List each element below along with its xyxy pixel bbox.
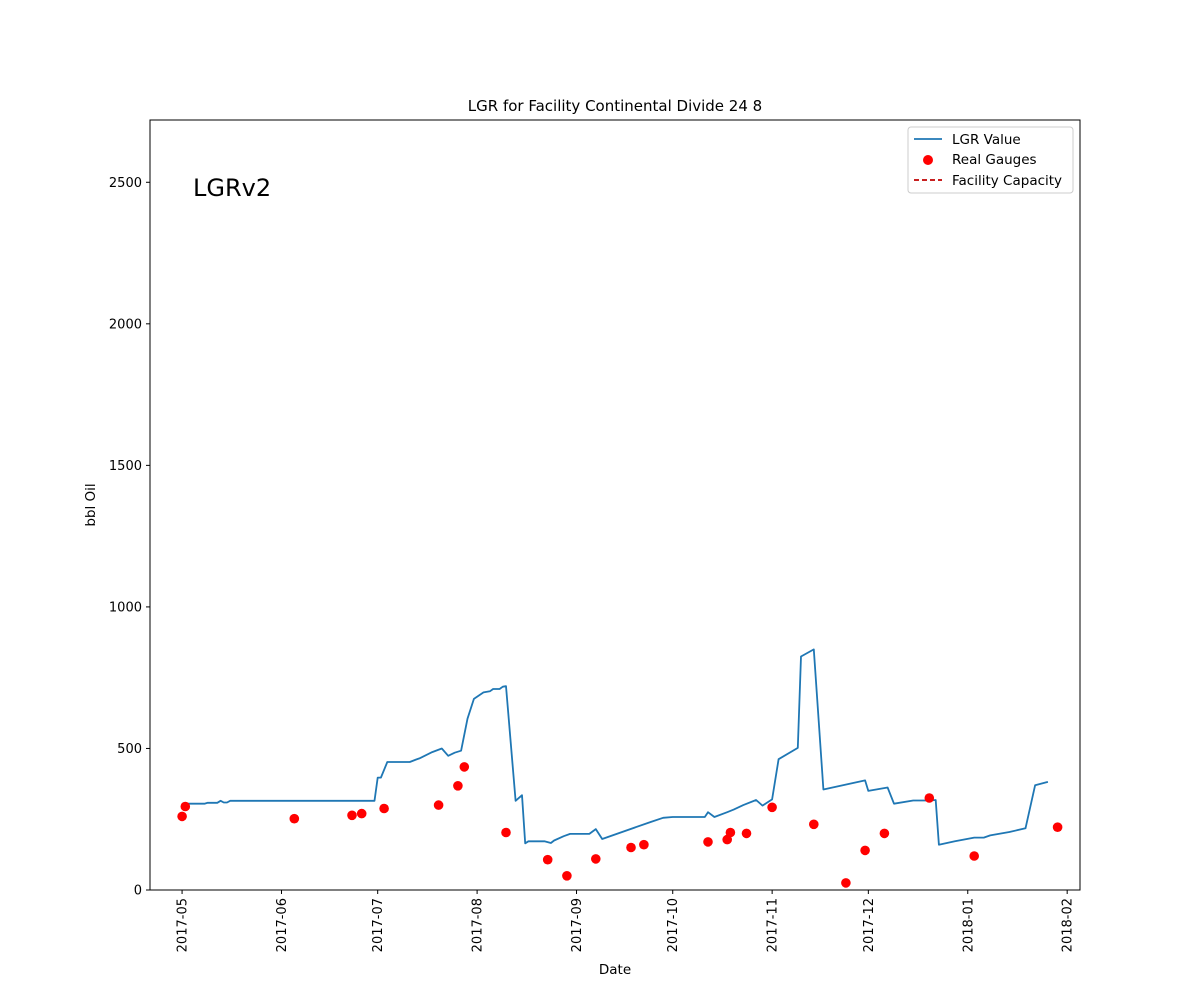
plot-content xyxy=(177,648,1063,888)
chart-title: LGR for Facility Continental Divide 24 8 xyxy=(468,97,762,115)
x-axis-ticks: 2017-05 2017-06 2017-07 2017-08 2017-09 2017-… xyxy=(176,890,1076,952)
real-gauge-point xyxy=(347,810,357,821)
real-gauge-point xyxy=(453,781,463,791)
real-gauge-point xyxy=(459,762,470,772)
legend-facility-capacity-label: Facility Capacity xyxy=(952,173,1062,189)
real-gauge-point xyxy=(591,854,601,864)
real-gauge-point xyxy=(741,828,752,839)
real-gauge-point xyxy=(433,800,444,810)
plot-frame xyxy=(149,119,1081,891)
real-gauge-point xyxy=(924,793,935,803)
real-gauge-point xyxy=(501,827,511,838)
real-gauges-points xyxy=(177,762,1063,888)
real-gauge-point xyxy=(562,871,572,881)
y-tick-label: 2000 xyxy=(109,317,142,332)
y-tick-label: 1500 xyxy=(109,459,142,474)
real-gauge-point xyxy=(639,839,649,850)
x-tick-label: 2017-07 xyxy=(371,898,386,952)
y-tick-label: 2500 xyxy=(109,176,142,191)
legend-lgr-value-label: LGR Value xyxy=(952,132,1021,148)
real-gauge-point xyxy=(177,811,187,822)
real-gauge-point xyxy=(626,842,636,853)
real-gauge-point xyxy=(356,808,367,819)
legend-box xyxy=(907,126,1074,194)
real-gauge-point xyxy=(289,813,300,824)
legend-real-gauges-label: Real Gauges xyxy=(952,152,1037,168)
real-gauge-point xyxy=(180,801,191,812)
x-tick-label: 2018-01 xyxy=(961,898,976,952)
x-tick-label: 2017-12 xyxy=(862,898,877,952)
y-axis-label: bbl Oil xyxy=(83,483,99,526)
real-gauge-point xyxy=(809,819,819,830)
legend-real-gauges-swatch xyxy=(923,155,933,165)
real-gauge-point xyxy=(969,851,979,861)
x-tick-label: 2017-05 xyxy=(176,898,191,952)
x-axis-label: Date xyxy=(599,962,631,978)
x-tick-label: 2017-08 xyxy=(471,898,486,952)
y-axis-ticks: 0 500 1000 1500 2000 2500 xyxy=(109,176,150,899)
real-gauge-point xyxy=(1052,822,1063,832)
y-tick-label: 0 xyxy=(134,884,142,899)
real-gauge-point xyxy=(841,878,851,888)
x-tick-label: 2017-10 xyxy=(666,898,681,952)
real-gauge-point xyxy=(379,803,389,814)
real-gauge-point xyxy=(879,828,890,839)
x-tick-label: 2017-09 xyxy=(570,898,585,952)
x-tick-label: 2017-06 xyxy=(275,898,290,952)
y-tick-label: 1000 xyxy=(109,600,142,615)
lgr-value-line xyxy=(182,648,1049,846)
y-tick-label: 500 xyxy=(117,742,142,757)
real-gauge-point xyxy=(725,827,736,838)
legend: LGR Value Real Gauges Facility Capacity xyxy=(907,126,1074,194)
lgr-version-annotation: LGRv2 xyxy=(193,174,271,202)
x-tick-label: 2018-02 xyxy=(1061,898,1076,952)
real-gauge-point xyxy=(703,837,713,847)
x-tick-label: 2017-11 xyxy=(766,898,781,952)
real-gauge-point xyxy=(767,802,777,813)
real-gauge-point xyxy=(860,845,870,856)
real-gauge-point xyxy=(542,854,553,865)
